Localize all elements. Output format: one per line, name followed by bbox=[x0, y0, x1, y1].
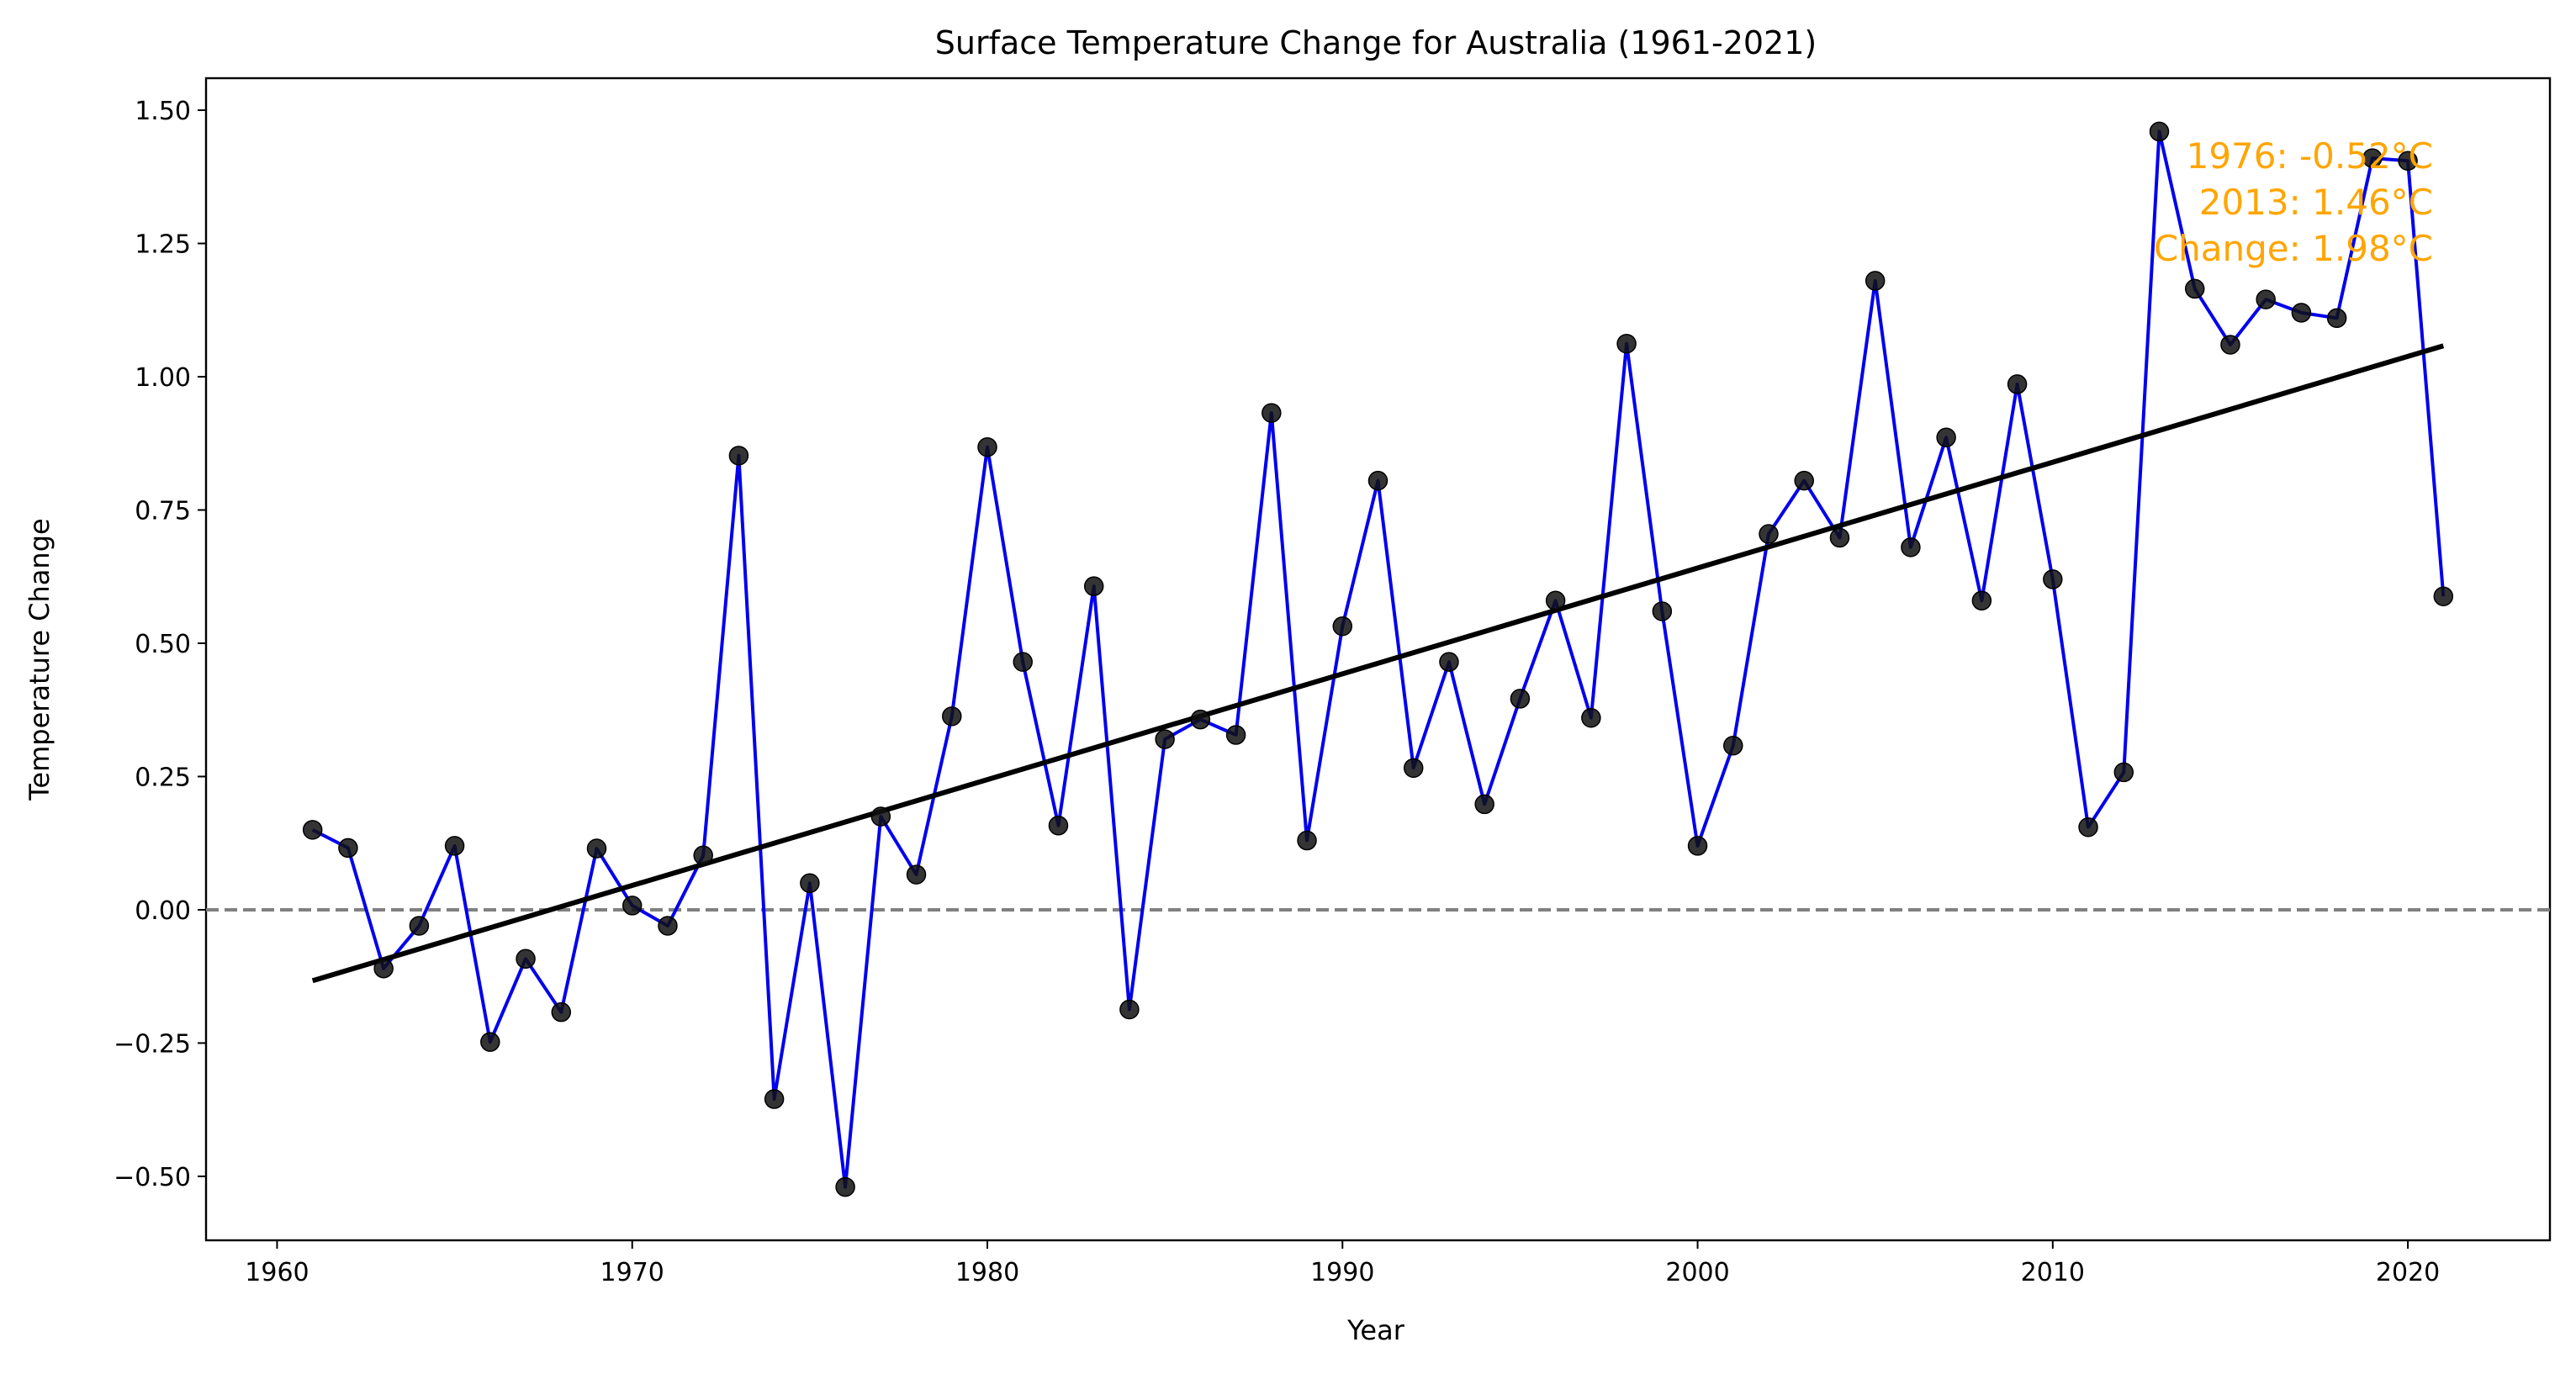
y-tick-label: 0.50 bbox=[135, 630, 191, 659]
plot-frame bbox=[204, 77, 2552, 1242]
data-point bbox=[2398, 151, 2418, 172]
data-point bbox=[2007, 374, 2028, 394]
data-point bbox=[444, 836, 465, 856]
data-point bbox=[2362, 148, 2383, 168]
y-tick-label: 1.00 bbox=[135, 363, 191, 393]
data-point bbox=[551, 1001, 572, 1023]
data-point bbox=[2184, 278, 2205, 299]
data-point bbox=[1297, 830, 1317, 851]
data-point bbox=[1652, 601, 1673, 621]
data-point bbox=[658, 916, 678, 936]
data-point bbox=[1439, 652, 1459, 672]
data-point bbox=[1155, 729, 1175, 749]
data-point bbox=[800, 873, 820, 894]
y-axis-label: Temperature Change bbox=[24, 518, 56, 801]
data-point bbox=[2113, 762, 2134, 783]
data-point bbox=[1367, 470, 1389, 491]
data-point bbox=[1225, 725, 1246, 745]
data-point bbox=[942, 706, 962, 727]
data-point bbox=[1013, 652, 1033, 672]
trend-line bbox=[311, 343, 2445, 984]
data-markers bbox=[302, 121, 2454, 1197]
data-point bbox=[2043, 569, 2063, 589]
x-axis-label: Year bbox=[1346, 1314, 1405, 1346]
data-point bbox=[1616, 333, 1637, 354]
y-axis: −0.50 −0.25 0.00 0.25 0.50 0.75 1.00 1.25 1.50 bbox=[114, 97, 206, 1192]
data-point bbox=[2433, 586, 2454, 606]
data-point bbox=[1936, 427, 1956, 448]
x-tick-label: 1980 bbox=[955, 1258, 1019, 1287]
data-point bbox=[2078, 816, 2098, 838]
data-point bbox=[1759, 524, 1779, 544]
data-point bbox=[1332, 616, 1353, 637]
data-point bbox=[1190, 709, 1211, 730]
data-point bbox=[1545, 590, 1566, 611]
data-point bbox=[1403, 758, 1424, 779]
x-tick-label: 2020 bbox=[2376, 1258, 2440, 1287]
data-point bbox=[1262, 403, 1282, 423]
y-tick-label: 0.25 bbox=[135, 763, 191, 792]
data-point bbox=[338, 838, 358, 859]
data-point bbox=[1901, 537, 1921, 558]
x-tick-label: 1960 bbox=[245, 1258, 309, 1287]
data-point bbox=[516, 949, 536, 970]
x-tick-label: 1970 bbox=[600, 1258, 664, 1287]
data-point bbox=[1794, 470, 1814, 491]
y-tick-label: 1.25 bbox=[135, 230, 191, 260]
change-annotation: 1976: -0.52°C 2013: 1.46°C Change: 1.98°C bbox=[2154, 135, 2433, 269]
plot-area: 1976: -0.52°C 2013: 1.46°C Change: 1.98°C bbox=[204, 77, 2552, 1242]
data-point bbox=[693, 845, 713, 866]
data-point bbox=[2220, 335, 2240, 355]
data-point bbox=[1687, 836, 1708, 856]
data-point bbox=[1474, 794, 1494, 815]
data-point bbox=[2326, 308, 2347, 329]
annotation-line: 1976: -0.52°C bbox=[2187, 135, 2433, 177]
data-point bbox=[586, 838, 607, 859]
data-point bbox=[302, 820, 323, 840]
y-tick-label: 0.00 bbox=[135, 896, 191, 926]
y-tick-label: −0.50 bbox=[114, 1163, 191, 1192]
data-point bbox=[728, 446, 749, 466]
data-point bbox=[1723, 735, 1743, 756]
data-point bbox=[622, 896, 643, 916]
data-point bbox=[1048, 816, 1069, 836]
x-tick-label: 2000 bbox=[1665, 1258, 1729, 1287]
chart-title: Surface Temperature Change for Australia… bbox=[935, 24, 1817, 61]
data-point bbox=[1119, 999, 1140, 1020]
data-point bbox=[2149, 121, 2170, 142]
y-tick-label: −0.25 bbox=[114, 1029, 191, 1059]
data-point bbox=[906, 864, 927, 885]
annotation-line: 2013: 1.46°C bbox=[2199, 182, 2433, 223]
y-tick-label: 0.75 bbox=[135, 496, 191, 526]
annotation-line: Change: 1.98°C bbox=[2154, 228, 2433, 269]
data-point bbox=[1865, 271, 1886, 291]
data-point bbox=[764, 1089, 785, 1109]
data-point bbox=[1581, 707, 1601, 728]
x-tick-label: 1990 bbox=[1310, 1258, 1374, 1287]
data-point bbox=[835, 1176, 855, 1197]
data-point bbox=[870, 806, 891, 827]
x-axis: 1960 1970 1980 1990 2000 2010 2020 bbox=[245, 1240, 2440, 1287]
data-point bbox=[977, 436, 997, 457]
data-point bbox=[480, 1032, 500, 1052]
data-point bbox=[2291, 303, 2312, 323]
data-point bbox=[2256, 289, 2276, 309]
x-tick-label: 2010 bbox=[2021, 1258, 2085, 1287]
data-point bbox=[1829, 527, 1850, 548]
data-point bbox=[409, 916, 430, 936]
y-tick-label: 1.50 bbox=[135, 97, 191, 126]
data-point bbox=[1510, 689, 1531, 709]
data-point bbox=[373, 958, 394, 979]
data-point bbox=[1083, 576, 1104, 596]
data-point bbox=[1971, 590, 1992, 611]
